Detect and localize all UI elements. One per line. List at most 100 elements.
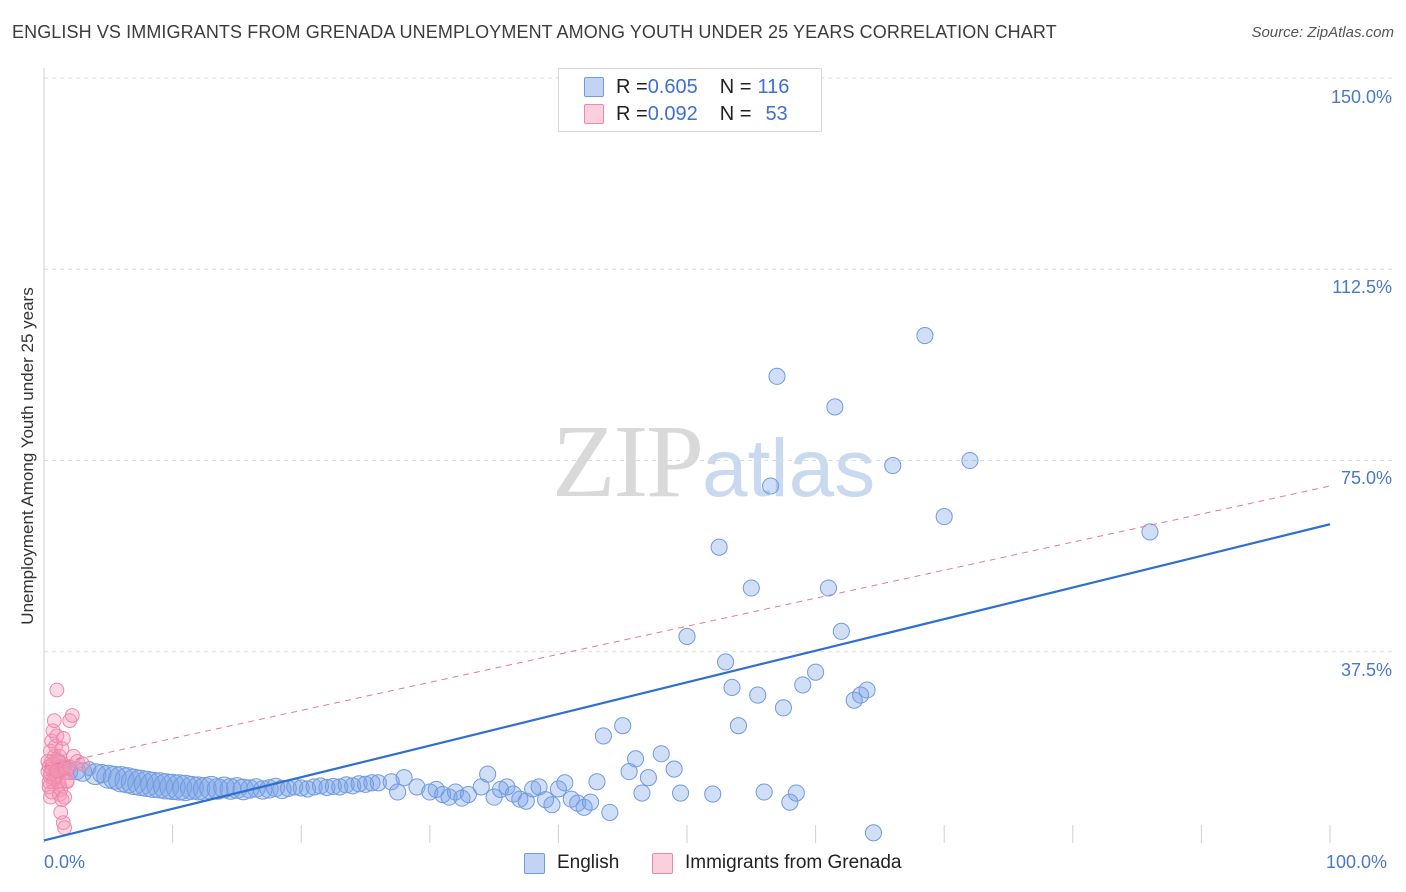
english-trend-line <box>43 523 1331 842</box>
english-point <box>768 367 786 385</box>
legend-grenada-label: Immigrants from Grenada <box>685 852 902 873</box>
r-value: 0.605 <box>647 75 698 98</box>
english-point <box>369 774 387 792</box>
english-point <box>826 398 844 416</box>
n-label: N = <box>719 102 752 125</box>
y-axis-label: Unemployment Among Youth under 25 years <box>18 287 37 625</box>
english-point <box>324 777 342 795</box>
english-point <box>864 824 883 842</box>
legend-row-english: R = 0.605 N = 116 <box>584 74 789 100</box>
r-label: R = <box>616 75 648 98</box>
english-point <box>665 760 683 778</box>
grenada-point <box>75 756 90 772</box>
english-point <box>395 769 413 787</box>
y-tick-label: 150.0% <box>1330 87 1392 107</box>
english-point <box>704 785 722 803</box>
grenada-point <box>46 713 62 728</box>
english-point <box>742 579 760 597</box>
r-value: 0.092 <box>647 102 698 125</box>
english-point <box>884 457 902 475</box>
y-tick-label: 112.5% <box>1332 277 1392 297</box>
english-point <box>794 676 812 694</box>
english-point <box>511 790 529 808</box>
english-point <box>594 727 612 745</box>
watermark-atlas: atlas <box>702 423 876 514</box>
english-point <box>556 774 574 792</box>
english-point <box>807 663 825 681</box>
english-point <box>408 778 426 796</box>
series-legend: English Immigrants from Grenada <box>0 852 1406 878</box>
english-point <box>652 745 670 763</box>
correlation-legend: R = 0.605 N = 116 R = 0.092 N = 53 <box>558 68 822 132</box>
english-point <box>446 783 465 801</box>
english-point <box>543 796 561 814</box>
english-point <box>337 776 355 794</box>
english-point <box>459 786 477 804</box>
english-point <box>755 783 773 801</box>
english-point <box>672 784 690 802</box>
english-point <box>549 780 567 798</box>
english-point <box>781 793 799 811</box>
n-value: 53 <box>765 102 788 125</box>
english-point <box>1141 523 1159 541</box>
english-point <box>723 678 741 697</box>
english-point <box>172 774 199 802</box>
english-point <box>479 765 497 783</box>
legend-item-english[interactable]: English <box>524 852 619 874</box>
english-point <box>84 763 107 786</box>
english-point <box>299 780 317 798</box>
english-point <box>213 776 235 799</box>
english-point <box>363 774 381 792</box>
english-point <box>961 451 979 470</box>
english-point <box>749 686 767 704</box>
english-point <box>787 784 805 802</box>
english-point <box>292 779 310 797</box>
english-point <box>639 769 657 787</box>
grenada-swatch <box>652 852 673 874</box>
english-point <box>165 774 193 801</box>
english-point <box>582 793 600 811</box>
english-point <box>858 681 876 699</box>
english-point <box>389 783 407 801</box>
grenada-point <box>49 682 65 698</box>
english-point <box>935 508 953 526</box>
grenada-point <box>59 774 75 790</box>
english-point <box>588 773 606 791</box>
english-point <box>350 775 368 793</box>
english-point <box>331 778 349 796</box>
grenada-swatch <box>584 104 604 124</box>
chart-title: ENGLISH VS IMMIGRANTS FROM GRENADA UNEMP… <box>12 22 1057 42</box>
english-point <box>524 780 542 798</box>
english-point <box>627 750 645 768</box>
english-point <box>717 653 735 671</box>
legend-english-label: English <box>557 852 620 873</box>
english-point <box>206 778 229 800</box>
x-tick-label: 0.0% <box>44 852 86 872</box>
english-point <box>832 622 850 640</box>
english-swatch <box>584 77 604 97</box>
y-tick-label: 37.5% <box>1340 660 1392 680</box>
n-label: N = <box>719 75 752 98</box>
english-point <box>774 699 793 717</box>
english-point <box>356 775 375 793</box>
grenada-point <box>41 774 57 790</box>
english-point <box>318 778 336 796</box>
english-point <box>819 579 838 597</box>
english-point <box>601 803 619 821</box>
english-point <box>762 477 780 495</box>
english-point <box>633 784 651 802</box>
grenada-point <box>53 805 69 820</box>
source-credit: Source: ZipAtlas.com <box>1251 24 1394 41</box>
n-value: 116 <box>757 75 790 98</box>
legend-item-grenada[interactable]: Immigrants from Grenada <box>652 852 901 874</box>
english-point <box>382 773 400 791</box>
english-point <box>498 778 516 796</box>
grenada-point <box>57 789 72 805</box>
legend-row-grenada: R = 0.092 N = 53 <box>584 101 788 127</box>
english-point <box>344 777 362 795</box>
watermark: ZIPatlas <box>552 402 875 521</box>
y-tick-label: 75.0% <box>1340 468 1392 488</box>
grenada-point <box>64 708 80 723</box>
grenada-trend-line <box>43 485 1331 767</box>
